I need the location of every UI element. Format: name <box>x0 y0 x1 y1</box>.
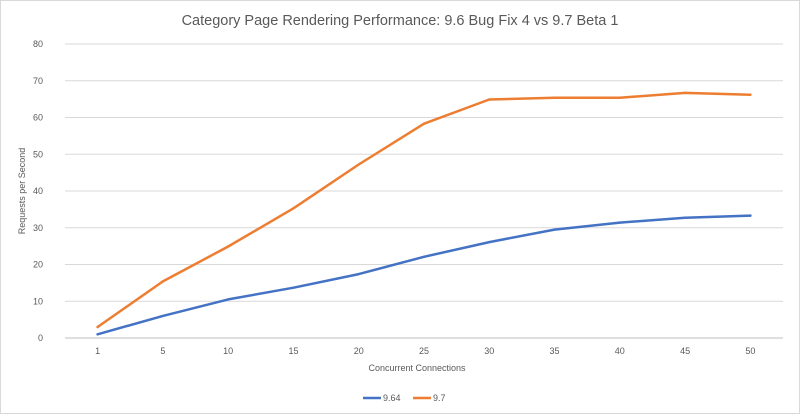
data-point <box>618 96 622 99</box>
data-point <box>357 163 360 166</box>
x-tick-label: 30 <box>484 346 494 356</box>
x-tick-label: 15 <box>288 346 298 356</box>
data-point <box>96 333 99 336</box>
y-tick-label: 70 <box>33 76 43 86</box>
data-point <box>161 314 165 318</box>
data-point <box>553 228 556 231</box>
y-tick-label: 40 <box>33 186 43 196</box>
data-point <box>422 255 426 258</box>
data-point <box>488 98 491 101</box>
data-point <box>749 93 752 96</box>
series-line-9-7 <box>96 91 752 329</box>
x-tick-label: 20 <box>354 346 364 356</box>
plot-area <box>96 91 752 336</box>
x-tick-label: 50 <box>745 346 755 356</box>
x-tick-label: 40 <box>615 346 625 356</box>
y-axis-title: Requests per Second <box>17 148 27 235</box>
y-tick-label: 0 <box>38 333 43 343</box>
y-tick-label: 30 <box>33 223 43 233</box>
x-tick-label: 1 <box>95 346 100 356</box>
x-axis-title: Concurrent Connections <box>368 363 466 373</box>
x-tick-label: 45 <box>680 346 690 356</box>
chart-title: Category Page Rendering Performance: 9.6… <box>182 13 619 29</box>
data-point <box>292 207 295 210</box>
data-point <box>161 280 165 283</box>
y-tick-label: 60 <box>33 113 43 123</box>
x-tick-label: 35 <box>550 346 560 356</box>
data-point <box>749 214 752 217</box>
data-point <box>553 96 556 99</box>
data-point <box>357 272 360 276</box>
data-point <box>488 240 491 244</box>
data-point <box>618 221 622 224</box>
data-point <box>683 216 687 220</box>
legend-label: 9.7 <box>433 393 446 403</box>
x-tick-label: 25 <box>419 346 429 356</box>
y-tick-label: 20 <box>33 260 43 270</box>
data-point <box>292 286 295 289</box>
legend: 9.64 9.7 <box>363 393 446 403</box>
data-point <box>226 298 230 301</box>
y-tick-label: 50 <box>33 149 43 159</box>
data-point <box>96 325 99 329</box>
x-tick-label: 5 <box>160 346 165 356</box>
data-point <box>683 91 687 95</box>
legend-label: 9.64 <box>383 393 401 403</box>
gridlines <box>65 43 783 302</box>
x-tick-label: 10 <box>223 346 233 356</box>
data-point <box>226 245 230 248</box>
data-point <box>422 122 426 125</box>
y-tick-label: 80 <box>33 39 43 49</box>
series-line-9-64 <box>96 214 752 336</box>
y-tick-label: 10 <box>33 296 43 306</box>
